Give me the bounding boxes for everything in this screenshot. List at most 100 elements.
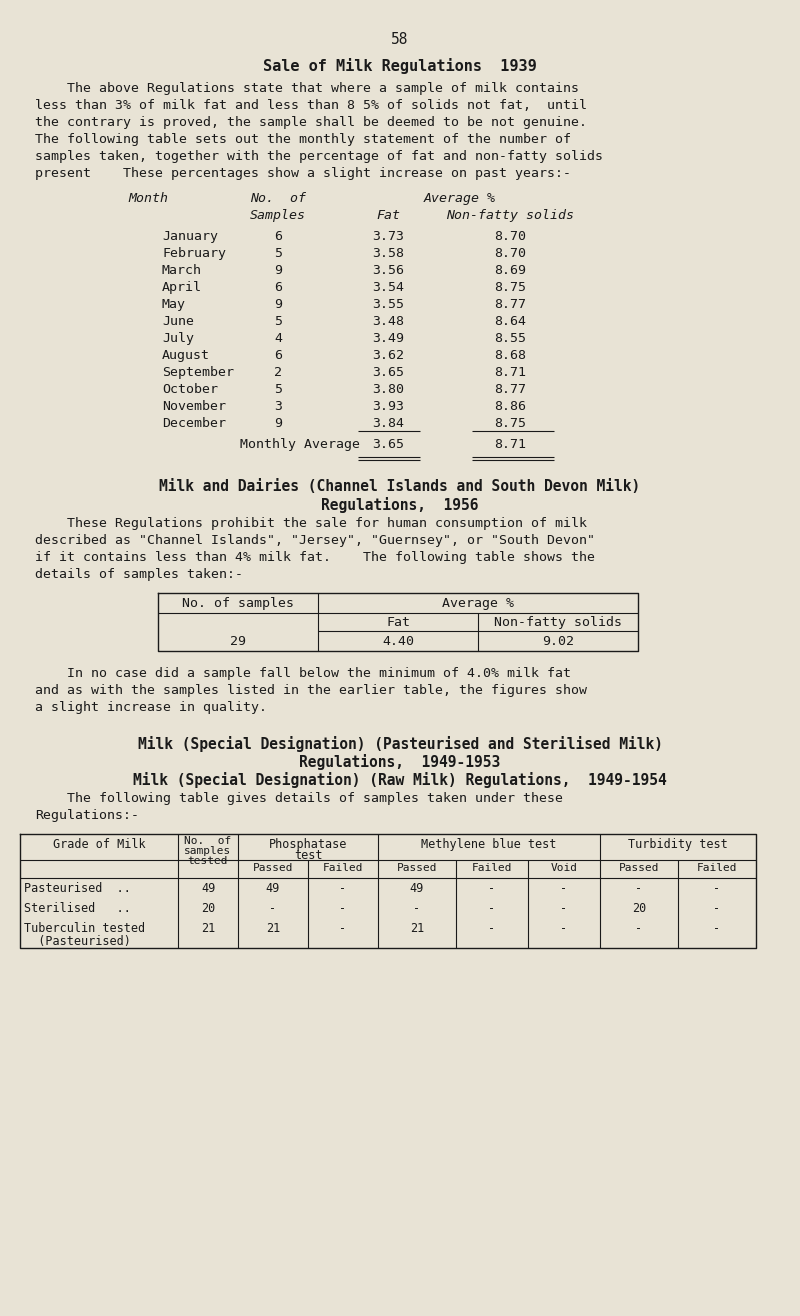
Text: 8.64: 8.64 (494, 315, 526, 328)
Text: In no case did a sample fall below the minimum of 4.0% milk fat: In no case did a sample fall below the m… (35, 667, 571, 680)
Text: Turbidity test: Turbidity test (628, 838, 728, 851)
Text: tested: tested (188, 855, 228, 866)
Text: 3.65: 3.65 (372, 366, 404, 379)
Text: Methylene blue test: Methylene blue test (422, 838, 557, 851)
Text: 21: 21 (266, 923, 280, 934)
Text: 3.84: 3.84 (372, 417, 404, 430)
Text: Sale of Milk Regulations  1939: Sale of Milk Regulations 1939 (263, 58, 537, 74)
Text: 9: 9 (274, 297, 282, 311)
Text: test: test (294, 849, 322, 862)
Text: 3.54: 3.54 (372, 282, 404, 293)
Text: Fat: Fat (376, 209, 400, 222)
Text: 21: 21 (410, 923, 424, 934)
Text: November: November (162, 400, 226, 413)
Text: less than 3% of milk fat and less than 8 5% of solids not fat,  until: less than 3% of milk fat and less than 8… (35, 99, 587, 112)
Text: 8.55: 8.55 (494, 332, 526, 345)
Text: 3.49: 3.49 (372, 332, 404, 345)
Text: details of samples taken:-: details of samples taken:- (35, 569, 243, 580)
Text: -: - (561, 882, 567, 895)
Text: The following table sets out the monthly statement of the number of: The following table sets out the monthly… (35, 133, 571, 146)
Text: 3: 3 (274, 400, 282, 413)
Text: 8.75: 8.75 (494, 417, 526, 430)
Text: March: March (162, 265, 202, 276)
Text: The following table gives details of samples taken under these: The following table gives details of sam… (35, 792, 563, 805)
Text: 8.70: 8.70 (494, 230, 526, 243)
Text: Milk (Special Designation) (Pasteurised and Sterilised Milk): Milk (Special Designation) (Pasteurised … (138, 736, 662, 751)
Text: Regulations,  1949-1953: Regulations, 1949-1953 (299, 754, 501, 770)
Text: 20: 20 (632, 901, 646, 915)
Text: Fat: Fat (386, 616, 410, 629)
Text: if it contains less than 4% milk fat.    The following table shows the: if it contains less than 4% milk fat. Th… (35, 551, 595, 565)
Text: October: October (162, 383, 218, 396)
Text: described as "Channel Islands", "Jersey", "Guernsey", or "South Devon": described as "Channel Islands", "Jersey"… (35, 534, 595, 547)
Text: 3.93: 3.93 (372, 400, 404, 413)
Text: 8.86: 8.86 (494, 400, 526, 413)
Text: December: December (162, 417, 226, 430)
Text: 6: 6 (274, 230, 282, 243)
Text: Passed: Passed (618, 863, 659, 873)
Text: August: August (162, 349, 210, 362)
Text: 3.58: 3.58 (372, 247, 404, 261)
Text: 49: 49 (266, 882, 280, 895)
Text: 5: 5 (274, 247, 282, 261)
Text: The above Regulations state that where a sample of milk contains: The above Regulations state that where a… (35, 82, 579, 95)
Text: Passed: Passed (253, 863, 294, 873)
Text: samples: samples (184, 846, 232, 855)
Text: 2: 2 (274, 366, 282, 379)
Text: 8.77: 8.77 (494, 383, 526, 396)
Text: 4.40: 4.40 (382, 636, 414, 647)
Text: 8.71: 8.71 (494, 438, 526, 451)
Text: Failed: Failed (472, 863, 512, 873)
Text: June: June (162, 315, 194, 328)
Text: 8.70: 8.70 (494, 247, 526, 261)
Text: May: May (162, 297, 186, 311)
Text: 3.73: 3.73 (372, 230, 404, 243)
Text: 21: 21 (201, 923, 215, 934)
Text: -: - (270, 901, 277, 915)
Text: 3.65: 3.65 (372, 438, 404, 451)
Text: 3.62: 3.62 (372, 349, 404, 362)
Text: and as with the samples listed in the earlier table, the figures show: and as with the samples listed in the ea… (35, 684, 587, 697)
Text: present    These percentages show a slight increase on past years:-: present These percentages show a slight … (35, 167, 571, 180)
Text: No.  of: No. of (184, 836, 232, 846)
Text: Grade of Milk: Grade of Milk (53, 838, 146, 851)
Text: Failed: Failed (697, 863, 738, 873)
Text: Samples: Samples (250, 209, 306, 222)
Text: Phosphatase: Phosphatase (269, 838, 347, 851)
Text: (Pasteurised): (Pasteurised) (24, 934, 131, 948)
Text: These Regulations prohibit the sale for human consumption of milk: These Regulations prohibit the sale for … (35, 517, 587, 530)
Text: 9.02: 9.02 (542, 636, 574, 647)
Text: -: - (339, 901, 346, 915)
Text: -: - (561, 901, 567, 915)
Text: Failed: Failed (322, 863, 363, 873)
Text: 9: 9 (274, 265, 282, 276)
Text: -: - (635, 923, 642, 934)
Text: -: - (339, 923, 346, 934)
Text: a slight increase in quality.: a slight increase in quality. (35, 701, 267, 715)
Text: Non-fatty solids: Non-fatty solids (446, 209, 574, 222)
Text: Average %: Average % (442, 597, 514, 611)
Text: September: September (162, 366, 234, 379)
Text: Passed: Passed (397, 863, 438, 873)
Text: 49: 49 (201, 882, 215, 895)
Text: 3.56: 3.56 (372, 265, 404, 276)
Text: 29: 29 (230, 636, 246, 647)
Text: January: January (162, 230, 218, 243)
Text: 3.55: 3.55 (372, 297, 404, 311)
Text: 6: 6 (274, 349, 282, 362)
Text: -: - (489, 901, 495, 915)
Text: Milk (Special Designation) (Raw Milk) Regulations,  1949-1954: Milk (Special Designation) (Raw Milk) Re… (133, 772, 667, 788)
Text: July: July (162, 332, 194, 345)
Text: -: - (414, 901, 421, 915)
Text: 49: 49 (410, 882, 424, 895)
Text: -: - (714, 901, 721, 915)
Text: Monthly Average: Monthly Average (240, 438, 360, 451)
Text: 5: 5 (274, 315, 282, 328)
Text: Month: Month (128, 192, 168, 205)
Text: 3.80: 3.80 (372, 383, 404, 396)
Text: Tuberculin tested: Tuberculin tested (24, 923, 145, 934)
Text: 9: 9 (274, 417, 282, 430)
Text: -: - (489, 923, 495, 934)
Text: -: - (339, 882, 346, 895)
Text: April: April (162, 282, 202, 293)
